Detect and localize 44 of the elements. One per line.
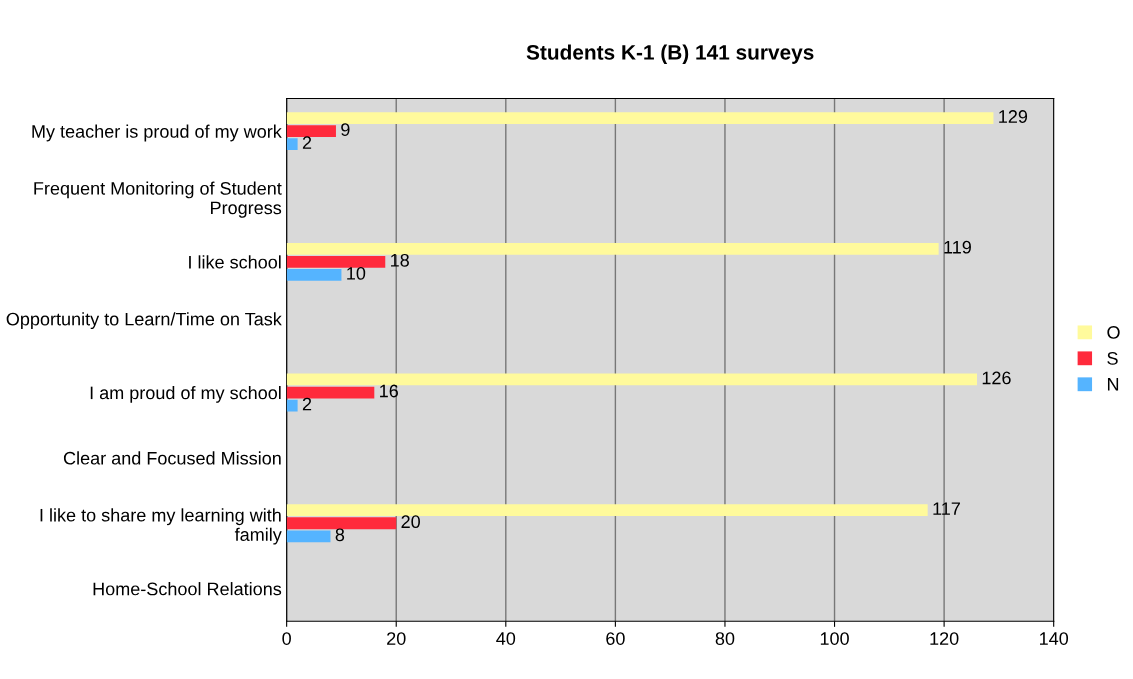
data-label: 20 bbox=[401, 515, 420, 529]
bar bbox=[286, 386, 375, 399]
data-label: 16 bbox=[380, 384, 398, 398]
bar bbox=[286, 373, 977, 386]
legend-label: N bbox=[1107, 378, 1119, 391]
legend-label: S bbox=[1107, 351, 1118, 365]
data-label: 10 bbox=[347, 266, 366, 280]
bar bbox=[286, 255, 386, 268]
data-label: 8 bbox=[335, 528, 345, 542]
x-tick-label: 120 bbox=[930, 632, 959, 645]
y-tick-label: I like to share my learning with family bbox=[40, 508, 282, 545]
bar bbox=[286, 517, 397, 530]
y-tick-label: My teacher is proud of my work bbox=[32, 124, 282, 142]
data-label: 2 bbox=[302, 397, 312, 411]
bar bbox=[286, 242, 939, 255]
data-label: 117 bbox=[933, 502, 960, 515]
y-tick-label: Clear and Focused Mission bbox=[63, 451, 281, 465]
x-tick-label: 0 bbox=[282, 632, 291, 645]
bar bbox=[286, 399, 298, 412]
x-tick-label: 60 bbox=[606, 632, 625, 645]
x-tick-label: 140 bbox=[1040, 632, 1069, 645]
x-tick-label: 20 bbox=[387, 632, 406, 645]
data-label: 129 bbox=[999, 110, 1028, 123]
bar bbox=[286, 530, 331, 543]
x-tick-label: 40 bbox=[496, 632, 516, 645]
y-tick-label: Home-School Relations bbox=[93, 582, 282, 596]
data-label: 126 bbox=[982, 371, 1011, 385]
data-label: 9 bbox=[341, 123, 350, 136]
chart-title: Students K-1 (B) 141 surveys bbox=[526, 44, 814, 64]
bar bbox=[286, 138, 298, 151]
bar bbox=[286, 269, 342, 281]
bar bbox=[286, 504, 928, 517]
legend-label: O bbox=[1107, 326, 1120, 339]
x-tick-label: 80 bbox=[715, 632, 735, 645]
y-tick-label: Opportunity to Learn/Time on Task bbox=[6, 312, 282, 330]
bar bbox=[286, 125, 336, 138]
x-tick-label: 100 bbox=[820, 632, 849, 645]
y-tick-label: I am proud of my school bbox=[90, 386, 281, 403]
data-label: 2 bbox=[302, 136, 312, 149]
bar bbox=[286, 112, 994, 124]
y-tick-label: Frequent Monitoring of Student Progress bbox=[34, 181, 282, 218]
data-label: 18 bbox=[391, 253, 409, 267]
y-tick-label: I like school bbox=[189, 255, 281, 269]
data-label: 119 bbox=[944, 240, 971, 254]
